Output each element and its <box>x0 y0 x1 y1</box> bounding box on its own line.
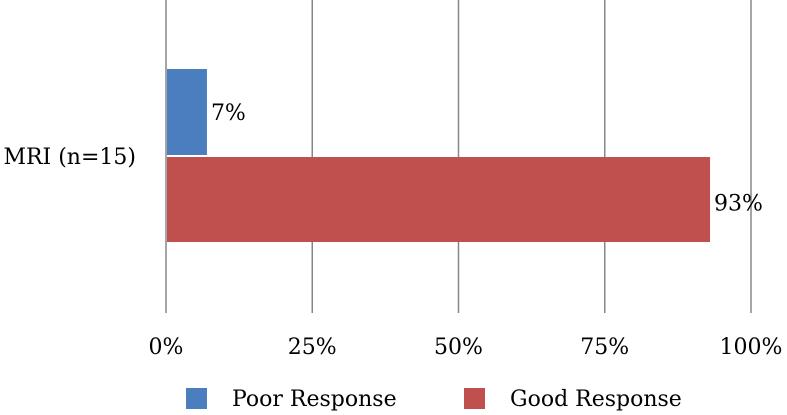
bar-poor-response <box>167 69 207 155</box>
x-tick-label: 100% <box>720 335 783 360</box>
y-axis-categories: MRI (n=15) <box>3 145 136 170</box>
data-labels: 7% 93% <box>211 101 763 217</box>
gridlines <box>165 0 752 313</box>
bar-good-response <box>167 157 711 242</box>
legend: Poor Response Good Response <box>186 387 682 412</box>
x-axis-ticks: 0% 25% 50% 75% 100% <box>149 335 783 360</box>
data-label-good-response: 93% <box>714 192 763 217</box>
bars <box>167 69 711 242</box>
x-tick-label: 50% <box>434 335 483 360</box>
legend-swatch-poor-response <box>186 388 207 409</box>
legend-label-poor-response: Poor Response <box>232 387 397 412</box>
legend-swatch-good-response <box>464 388 485 409</box>
y-category-label: MRI (n=15) <box>3 145 136 170</box>
x-tick-label: 75% <box>580 335 629 360</box>
legend-label-good-response: Good Response <box>510 387 682 412</box>
x-tick-label: 0% <box>149 335 184 360</box>
data-label-poor-response: 7% <box>211 101 246 126</box>
x-tick-label: 25% <box>288 335 337 360</box>
